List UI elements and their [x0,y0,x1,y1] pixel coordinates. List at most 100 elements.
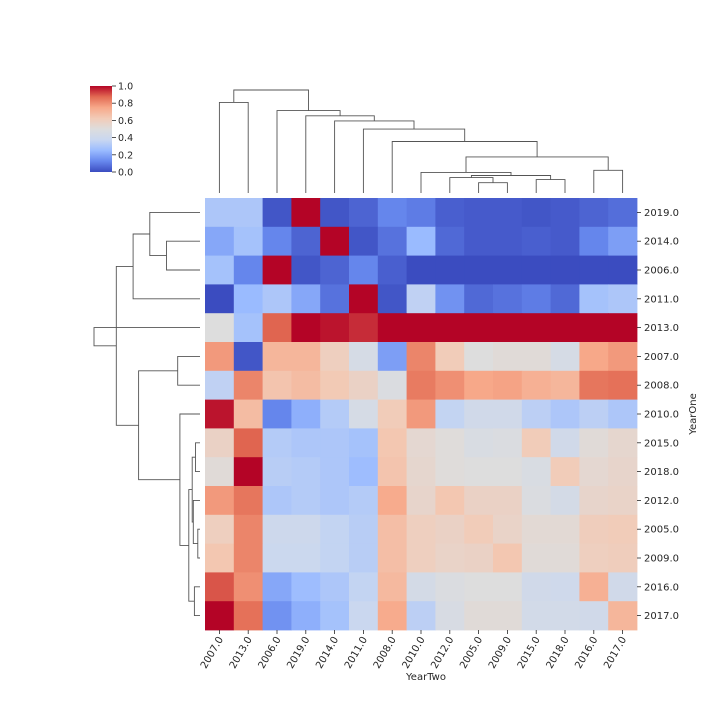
heatmap-cell [406,284,436,314]
heatmap-cell [550,601,580,631]
heatmap-cell [349,255,379,285]
heatmap-cell [406,543,436,573]
row-tick-label: 2011.0 [644,294,679,305]
colorbar-tick-label: 0.2 [118,150,133,161]
heatmap-cell [493,601,523,631]
heatmap-cell [608,198,638,228]
heatmap-cell [579,399,609,429]
column-tick-label: 2012.0 [429,635,456,671]
heatmap-cell [377,226,407,256]
heatmap-cell [550,313,580,343]
column-tick-label: 2009.0 [487,635,514,671]
heatmap-cell [521,255,551,285]
heatmap-cell [464,370,494,400]
dendrogram-link [177,355,200,386]
heatmap-cell [435,572,465,602]
heatmap-cell [233,543,263,573]
column-tick-label: 2007.0 [199,635,226,671]
heatmap-cell [464,514,494,544]
heatmap-cell [349,370,379,400]
heatmap-cell [205,514,235,544]
dendrogram-link [179,413,200,546]
column-tick-label: 2013.0 [228,635,255,671]
heatmap-cell [406,486,436,516]
heatmap-cell [464,198,494,228]
heatmap-cell [291,543,321,573]
heatmap-cell [291,601,321,631]
heatmap-cell [233,428,263,458]
column-tick-label: 2014.0 [314,635,341,671]
heatmap-cell [550,514,580,544]
heatmap-cell [493,543,523,573]
heatmap-cell [521,399,551,429]
heatmap-cell [377,543,407,573]
heatmap-cell [377,572,407,602]
heatmap-cell [464,543,494,573]
heatmap-cell [608,486,638,516]
row-tick-label: 2006.0 [644,266,679,277]
heatmap-cell [406,457,436,487]
heatmap-cell [521,313,551,343]
heatmap-cell [464,226,494,256]
heatmap-cell [493,198,523,228]
heatmap-cell [205,572,235,602]
heatmap-cell [550,457,580,487]
heatmap-cell [233,572,263,602]
heatmap-cell [406,198,436,228]
heatmap-cell [320,342,350,372]
heatmap-cell [233,226,263,256]
heatmap-cell [521,457,551,487]
dendrogram-link [218,101,249,193]
x-axis-label: YearTwo [405,672,446,683]
heatmap-cell [608,342,638,372]
heatmap-cell [377,486,407,516]
heatmap-cell [464,342,494,372]
heatmap-cell [550,428,580,458]
heatmap-cell [435,399,465,429]
heatmap-cell [349,198,379,228]
heatmap-cell [233,399,263,429]
heatmap-cell [291,284,321,314]
colorbar-tick-label: 0.4 [118,133,133,144]
heatmap-cell [320,457,350,487]
heatmap-cell [262,342,292,372]
heatmap-cell [320,514,350,544]
heatmap-cell [262,255,292,285]
heatmap-cell [435,313,465,343]
heatmap-cell [377,428,407,458]
heatmap-cell [579,457,609,487]
heatmap-cell [579,370,609,400]
heatmap-cell [291,428,321,458]
heatmap-cell [493,486,523,516]
heatmap-cell [550,572,580,602]
heatmap-cell [291,255,321,285]
heatmap-cell [233,486,263,516]
row-tick-label: 2007.0 [644,352,679,363]
heatmap-cell [464,284,494,314]
heatmap-cell [291,198,321,228]
heatmap-cell [521,370,551,400]
heatmap-cell [349,226,379,256]
heatmap-cell [377,313,407,343]
heatmap-cell [320,370,350,400]
heatmap-cell [579,601,609,631]
heatmap-cell [493,255,523,285]
heatmap-cell [233,313,263,343]
heatmap-cell [550,486,580,516]
heatmap-cell [435,342,465,372]
row-dendrogram [93,211,200,617]
heatmap-cell [406,342,436,372]
heatmap-cell [349,284,379,314]
column-tick-label: 2019.0 [285,635,312,671]
heatmap-cell [205,543,235,573]
heatmap-cell [579,255,609,285]
heatmap-cell [406,313,436,343]
heatmap-cell [521,226,551,256]
heatmap-cell [406,370,436,400]
column-tick-label: 2018.0 [545,635,572,671]
column-tick-label: 2010.0 [401,635,428,671]
heatmap-cell [262,457,292,487]
heatmap-cell [377,399,407,429]
heatmap-cell [550,255,580,285]
